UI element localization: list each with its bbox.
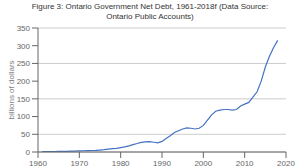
svg-text:300: 300: [17, 42, 31, 51]
svg-text:350: 350: [17, 24, 31, 33]
svg-text:2020: 2020: [277, 159, 292, 168]
svg-text:1970: 1970: [70, 159, 88, 168]
svg-text:1960: 1960: [29, 159, 47, 168]
html-text:Figure 3: Ontario Government N: Figure 3: Ontario Government Net Debt, 1…: [31, 2, 269, 21]
svg-text:100: 100: [17, 112, 31, 121]
svg-text:1980: 1980: [112, 159, 130, 168]
svg-text:billions of dollars: billions of dollars: [8, 60, 16, 119]
svg-text:200: 200: [17, 77, 31, 86]
svg-text:0: 0: [26, 148, 31, 157]
svg-text:1990: 1990: [153, 159, 171, 168]
svg-text:50: 50: [21, 130, 30, 139]
svg-text:250: 250: [17, 59, 31, 68]
svg-text:150: 150: [17, 95, 31, 104]
svg-text:2000: 2000: [194, 159, 212, 168]
svg-text:2010: 2010: [236, 159, 254, 168]
